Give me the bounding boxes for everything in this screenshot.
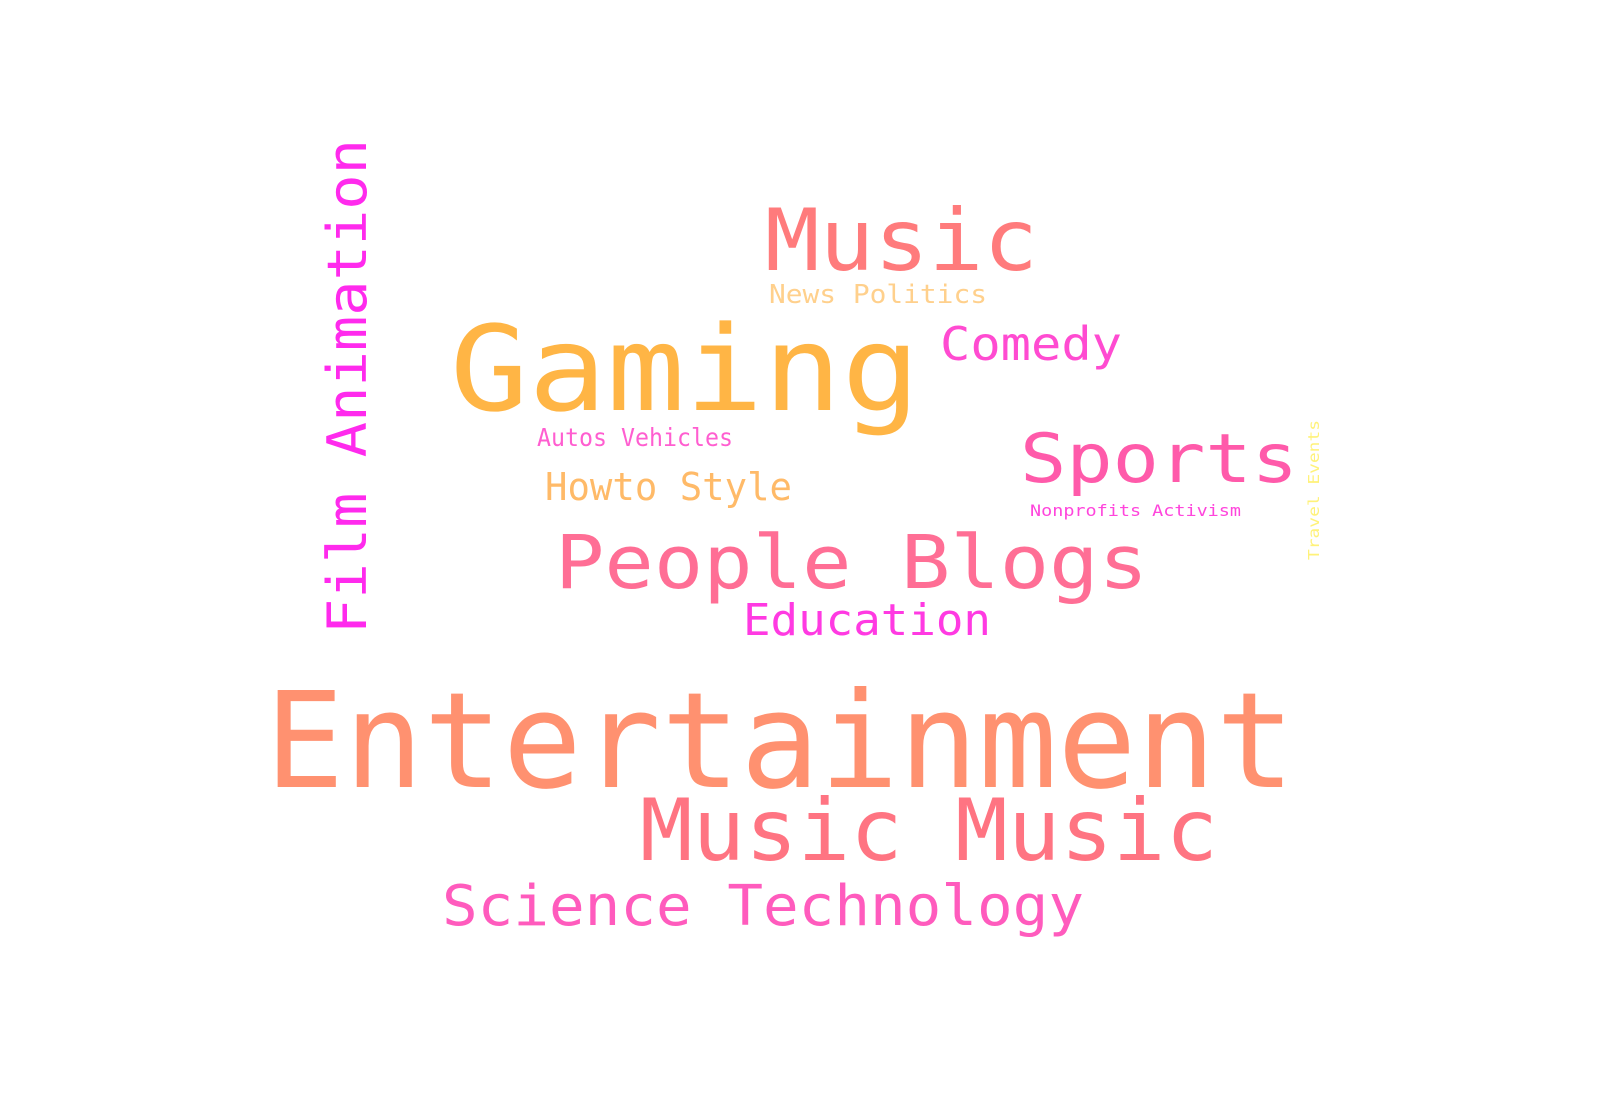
word-autos-vehicles: Autos Vehicles: [537, 423, 733, 452]
word-comedy: Comedy: [940, 317, 1122, 371]
word-howto-style: Howto Style: [545, 465, 792, 509]
word-music-music: Music Music: [640, 781, 1218, 881]
word-film-animation: Film Animation: [316, 139, 379, 634]
word-nonprofits-activism: Nonprofits Activism: [1030, 501, 1241, 520]
word-people-blogs: People Blogs: [555, 520, 1148, 606]
word-gaming: Gaming: [450, 300, 920, 438]
word-entertainment: Entertainment: [265, 665, 1295, 819]
word-education: Education: [743, 595, 991, 646]
word-music: Music: [765, 191, 1038, 291]
word-travel-events: Travel Events: [1305, 420, 1323, 560]
word-news-politics: News Politics: [769, 280, 987, 310]
word-sports: Sports: [1020, 420, 1298, 499]
word-science-technology: Science Technology: [442, 874, 1084, 939]
